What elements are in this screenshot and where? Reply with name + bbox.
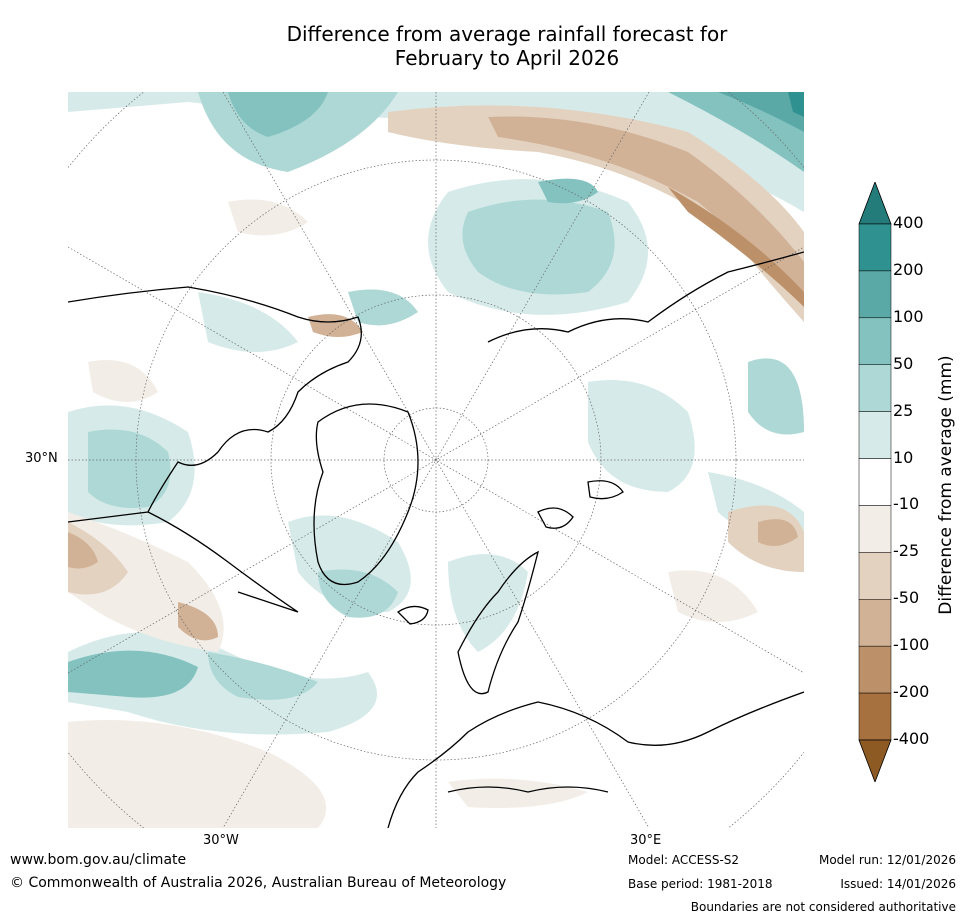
- colorbar-tick-label: -400: [893, 729, 930, 748]
- colorbar-tick-label: 200: [893, 259, 924, 279]
- colorbar-tick-label: -25: [893, 541, 920, 561]
- boundaries-disclaimer: Boundaries are not considered authoritat…: [690, 900, 956, 914]
- chart-title: Difference from average rainfall forecas…: [0, 22, 965, 70]
- model-run: Model run: 12/01/2026: [818, 853, 956, 867]
- colorbar-bin-1: [858, 270, 892, 319]
- website-url[interactable]: www.bom.gov.au/climate: [10, 852, 187, 868]
- colorbar-title: Difference from average (mm): [936, 355, 956, 615]
- dry-anomaly-regions: [68, 105, 804, 828]
- lat-label-30n: 30°N: [25, 451, 58, 466]
- colorbar-bin-6: [858, 505, 892, 553]
- colorbar-extend-top: [858, 182, 892, 225]
- colorbar-bin-9: [858, 645, 892, 694]
- colorbar-bin-8: [858, 599, 892, 647]
- model-info: Model: ACCESS-S2: [628, 853, 740, 867]
- title-line-1: Difference from average rainfall forecas…: [286, 22, 728, 46]
- colorbar: [858, 182, 892, 782]
- lon-label-30e: 30°E: [630, 833, 662, 848]
- colorbar-bin-0: [858, 223, 892, 272]
- colorbar-tick-label: -100: [893, 635, 930, 655]
- colorbar-bin-4: [858, 411, 892, 459]
- colorbar-tick-label: 400: [893, 213, 924, 232]
- colorbar-tick-label: -50: [893, 588, 920, 608]
- lon-label-30w: 30°W: [203, 833, 239, 848]
- colorbar-tick-label: -200: [893, 682, 930, 702]
- colorbar-bin-3: [858, 364, 892, 412]
- graticule: [68, 92, 804, 828]
- colorbar-bin-10: [858, 692, 892, 741]
- colorbar-bin-5: [858, 458, 892, 506]
- base-period: Base period: 1981-2018: [628, 877, 773, 891]
- colorbar-tick-label: 50: [893, 353, 914, 373]
- colorbar-tick-label: 25: [893, 400, 914, 420]
- rainfall-anomaly-map: [67, 91, 805, 829]
- copyright-notice: © Commonwealth of Australia 2026, Austra…: [10, 875, 507, 891]
- issued-date: Issued: 14/01/2026: [840, 877, 956, 891]
- colorbar-bin-7: [858, 552, 892, 600]
- colorbar-tick-label: -10: [893, 494, 920, 514]
- colorbar-extend-bottom: [858, 739, 892, 782]
- colorbar-tick-label: 10: [893, 447, 914, 467]
- title-line-2: February to April 2026: [394, 46, 620, 70]
- colorbar-bins: [858, 223, 892, 741]
- colorbar-tick-label: 100: [893, 306, 924, 326]
- coastlines: [68, 251, 804, 828]
- colorbar-bin-2: [858, 317, 892, 365]
